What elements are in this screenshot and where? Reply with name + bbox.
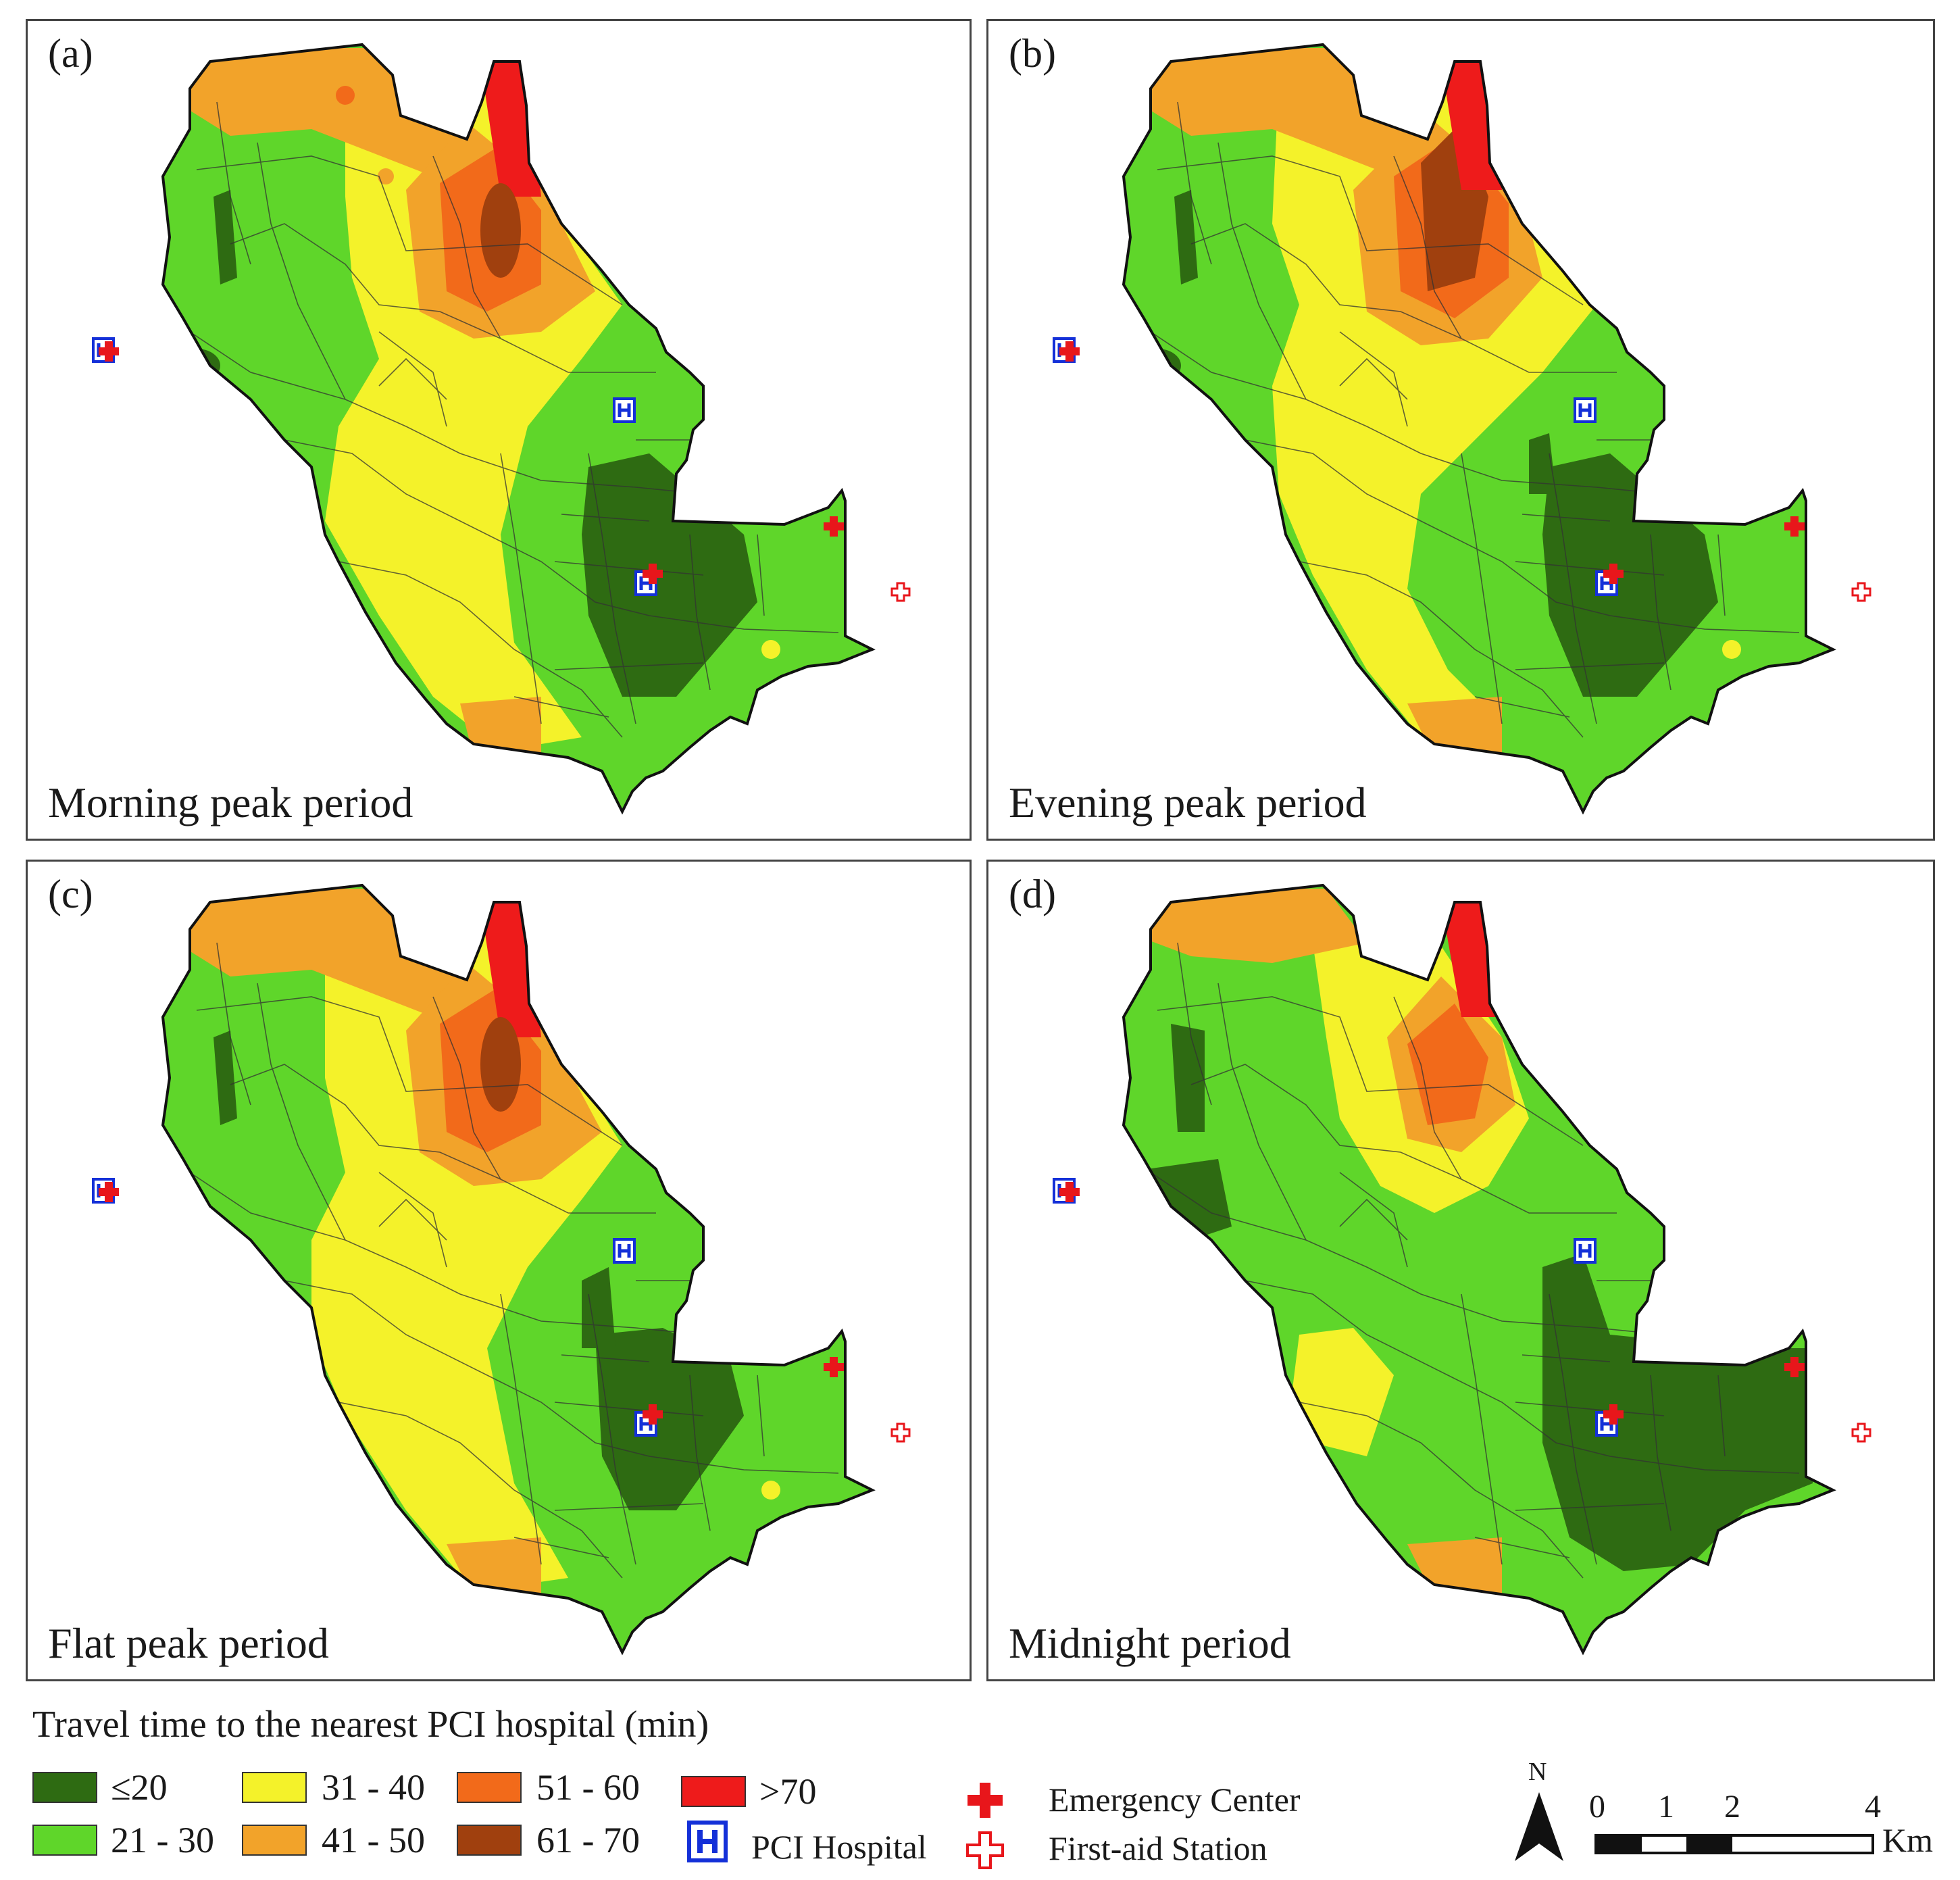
legend-label-61-70: 61 - 70: [536, 1820, 640, 1860]
panel-label: (a): [48, 31, 93, 76]
legend-label-41-50: 41 - 50: [322, 1820, 425, 1860]
legend-swatch-21-30: [32, 1825, 97, 1856]
scale-tick-4: 4: [1865, 1789, 1881, 1825]
scale-unit: Km: [1882, 1821, 1933, 1859]
legend-label-le20: ≤20: [111, 1767, 168, 1808]
first-aid-station-icon: [966, 1831, 1004, 1869]
legend-title: Travel time to the nearest PCI hospital …: [32, 1704, 709, 1746]
map-panel-b: (b) Evening peak period: [986, 19, 1935, 841]
period-label: Midnight period: [1009, 1619, 1291, 1667]
legend-swatch-61-70: [457, 1825, 522, 1856]
legend-swatch-41-50: [242, 1825, 307, 1856]
legend-label-gt70: >70: [759, 1771, 817, 1812]
legend-label-emergency-center: Emergency Center: [1049, 1781, 1301, 1819]
map-panel-d: (d) Midnight period: [986, 860, 1935, 1681]
legend-swatch-51-60: [457, 1772, 522, 1803]
map-panel-a: (a) Morning peak period: [26, 19, 972, 841]
period-label: Flat peak period: [48, 1619, 329, 1667]
panel-label: (b): [1009, 31, 1056, 76]
scale-tick-2: 2: [1724, 1789, 1740, 1825]
pci-hospital-icon: [687, 1821, 728, 1862]
legend-swatch-gt70: [681, 1776, 746, 1807]
travel-time-map-c: [28, 884, 911, 1654]
period-label: Evening peak period: [1009, 778, 1367, 826]
period-label: Morning peak period: [48, 778, 413, 826]
emergency-center-icon: [968, 1783, 1003, 1818]
legend-swatch-le20: [32, 1772, 97, 1803]
legend-label-first-aid-station: First-aid Station: [1049, 1829, 1267, 1867]
travel-time-map-b: [988, 43, 1871, 813]
north-label: N: [1528, 1758, 1547, 1786]
scale-tick-0: 0: [1589, 1789, 1605, 1825]
panel-label: (d): [1009, 872, 1056, 916]
map-panel-c: (c) Flat peak period: [26, 860, 972, 1681]
legend-label-31-40: 31 - 40: [322, 1767, 425, 1808]
legend-label-51-60: 51 - 60: [536, 1767, 640, 1808]
legend-label-21-30: 21 - 30: [111, 1820, 214, 1860]
travel-time-map-a: [28, 43, 911, 813]
scale-bar: [1594, 1834, 1874, 1854]
north-arrow-icon: [1515, 1792, 1563, 1861]
panel-label: (c): [48, 872, 93, 916]
scale-tick-1: 1: [1658, 1789, 1674, 1825]
legend-label-pci-hospital: PCI Hospital: [751, 1828, 927, 1866]
travel-time-map-d: [988, 884, 1871, 1654]
legend-swatch-31-40: [242, 1772, 307, 1803]
